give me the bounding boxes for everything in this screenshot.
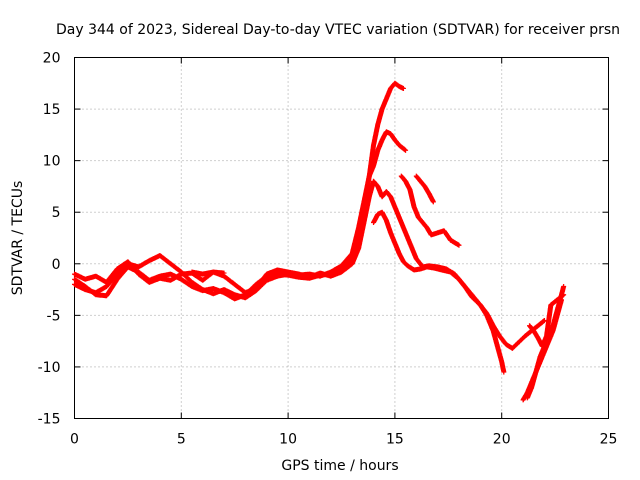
- x-tick-label: 10: [279, 432, 297, 448]
- axis-ticks: 0 5 10 15 20 25 -15 -10 -5 0 5 10 15 20: [38, 51, 618, 448]
- y-axis-label: SDTVAR / TECUs: [10, 181, 26, 296]
- x-tick-label: 5: [177, 432, 186, 448]
- data-series-track: [413, 173, 436, 205]
- grid-lines: [74, 57, 609, 419]
- data-series-track: [527, 292, 567, 349]
- plot-frame: [74, 57, 609, 419]
- y-tick-label: 20: [43, 51, 61, 67]
- data-series: [72, 80, 567, 403]
- x-axis-label: GPS time / hours: [281, 458, 398, 474]
- x-tick-label: 25: [600, 432, 618, 448]
- data-series-track: [398, 173, 462, 248]
- data-point-markers: [189, 269, 227, 277]
- y-tick-label: -5: [47, 308, 61, 324]
- data-point-markers: [527, 292, 567, 349]
- y-tick-label: 0: [52, 257, 61, 273]
- data-series-track: [371, 209, 547, 351]
- data-point-markers: [524, 297, 565, 401]
- data-point-markers: [413, 173, 436, 205]
- x-tick-label: 20: [493, 432, 511, 448]
- chart-title: Day 344 of 2023, Sidereal Day-to-day VTE…: [56, 22, 620, 38]
- data-point-markers: [398, 173, 462, 248]
- data-point-markers: [371, 209, 547, 351]
- y-tick-label: 5: [52, 205, 61, 221]
- y-tick-label: -10: [38, 360, 61, 376]
- x-tick-label: 15: [386, 432, 404, 448]
- y-tick-label: 10: [43, 154, 61, 170]
- data-series-track: [524, 297, 565, 401]
- y-tick-label: -15: [38, 412, 61, 428]
- data-series-track: [189, 269, 227, 277]
- x-tick-label: 0: [70, 432, 79, 448]
- y-tick-label: 15: [43, 102, 61, 118]
